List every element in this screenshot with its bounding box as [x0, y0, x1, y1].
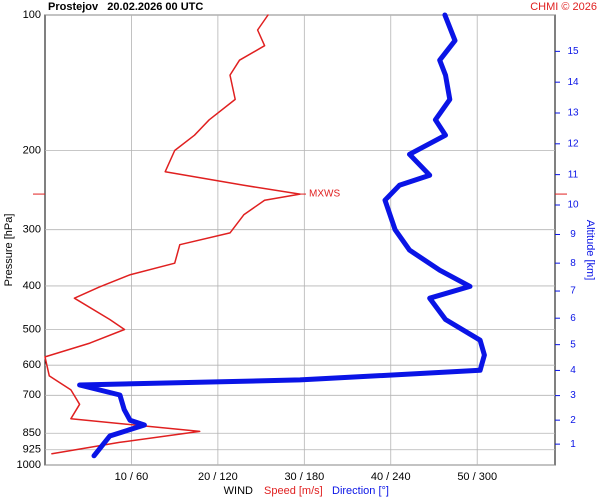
series-line — [44, 14, 301, 455]
y2-tick-label: 3 — [570, 390, 576, 401]
y-tick-label: 600 — [23, 359, 41, 371]
y2-tick-label: 13 — [567, 108, 579, 119]
series-line — [77, 12, 487, 459]
x-tick-label: 10 / 60 — [115, 471, 149, 483]
y2-tick-label: 12 — [567, 138, 579, 149]
y-tick-label: 850 — [23, 427, 41, 439]
direction-label: Direction [°] — [332, 485, 389, 497]
x-tick-label: 50 / 300 — [457, 471, 497, 483]
y-tick-label: 700 — [23, 389, 41, 401]
y-tick-label: 200 — [23, 144, 41, 156]
x-tick-label: 30 / 180 — [284, 471, 324, 483]
y-tick-label: 100 — [23, 9, 41, 21]
credit: CHMI © 2026 — [530, 1, 597, 13]
x-tick-label: 20 / 120 — [198, 471, 238, 483]
y2-tick-label: 1 — [570, 439, 576, 450]
y2-tick-label: 9 — [570, 229, 576, 240]
chart-title: Prostejov 20.02.2026 00 UTC — [48, 1, 203, 13]
y2-tick-label: 6 — [570, 313, 576, 324]
y-tick-label: 400 — [23, 280, 41, 292]
y-tick-label: 1000 — [17, 459, 41, 471]
y-tick-label: 925 — [23, 444, 41, 456]
y2-tick-label: 15 — [567, 46, 579, 57]
y-tick-label: 300 — [23, 224, 41, 236]
y2-tick-label: 14 — [567, 77, 579, 88]
y2-tick-label: 7 — [570, 286, 576, 297]
x-axis-label: WIND — [224, 485, 253, 497]
y2-axis-label: Altitude [km] — [584, 220, 596, 281]
mxws-label: MXWS — [309, 189, 340, 200]
y-tick-label: 500 — [23, 323, 41, 335]
speed-label: Speed [m/s] — [264, 485, 323, 497]
y2-tick-label: 11 — [568, 169, 579, 180]
y2-tick-label: 10 — [567, 200, 579, 211]
y2-tick-label: 4 — [570, 365, 576, 376]
y-axis-label: Pressure [hPa] — [3, 214, 15, 287]
y2-tick-label: 8 — [570, 258, 576, 269]
y2-tick-label: 2 — [570, 415, 576, 426]
y2-tick-label: 5 — [570, 339, 576, 350]
x-tick-label: 40 / 240 — [371, 471, 411, 483]
